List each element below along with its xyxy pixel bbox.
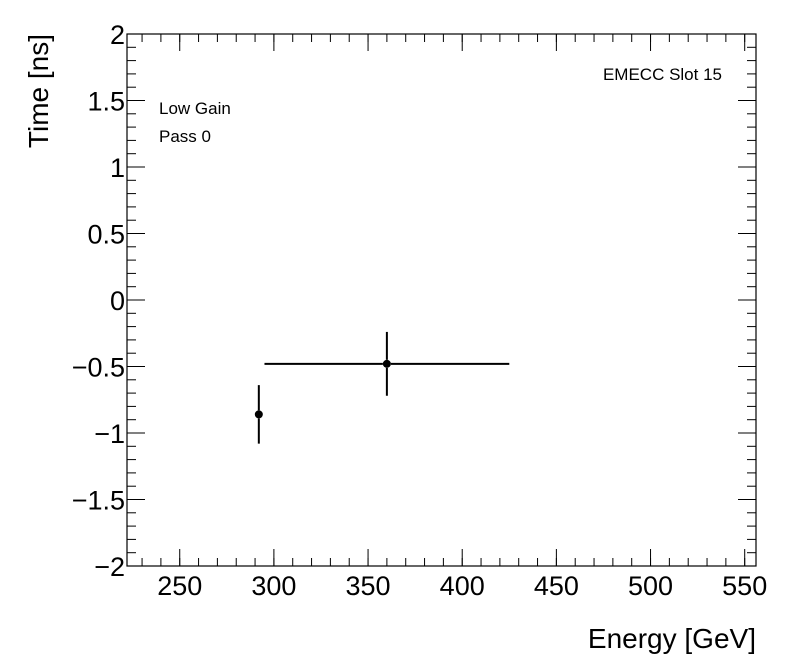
slot-label: EMECC Slot 15 [603, 65, 722, 84]
y-tick-label: 2 [110, 20, 125, 50]
data-point-group [264, 331, 510, 396]
y-tick-label: −2 [94, 552, 125, 582]
plot-frame [126, 33, 757, 567]
gain-label: Low Gain [159, 99, 231, 118]
data-point [382, 359, 391, 368]
x-tick-label: 550 [722, 571, 767, 601]
y-tick-label: 1.5 [87, 87, 125, 117]
x-tick-label: 500 [628, 571, 673, 601]
y-tick-labels: 2 1.5 1 0.5 0 −0.5 −1 −1.5 −2 [72, 20, 125, 582]
data-point [254, 410, 263, 419]
y-tick-label: 1 [110, 153, 125, 183]
y-tick-label: 0.5 [87, 220, 125, 250]
x-tick-label: 450 [534, 571, 579, 601]
y-tick-label: −0.5 [72, 353, 125, 383]
y-tick-label: 0 [110, 286, 125, 316]
data-point-group [254, 385, 263, 444]
x-tick-label: 400 [440, 571, 485, 601]
x-tick-labels: 250 300 350 400 450 500 550 [157, 571, 767, 601]
x-tick-label: 250 [157, 571, 202, 601]
data-points [254, 331, 510, 444]
x-axis-title: Energy [GeV] [588, 623, 756, 654]
y-tick-label: −1.5 [72, 486, 125, 516]
y-axis-title: Time [ns] [23, 34, 54, 148]
y-tick-label: −1 [94, 419, 125, 449]
pass-label: Pass 0 [159, 127, 211, 146]
x-tick-label: 300 [251, 571, 296, 601]
x-tick-label: 350 [346, 571, 391, 601]
